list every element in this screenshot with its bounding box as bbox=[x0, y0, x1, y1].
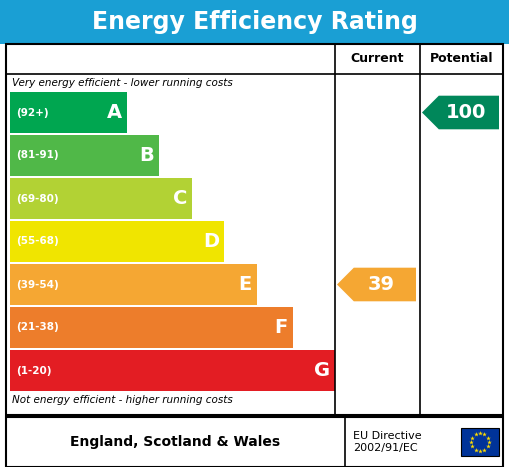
Bar bbox=[6, 44, 503, 415]
Text: Potential: Potential bbox=[430, 52, 493, 65]
Text: C: C bbox=[173, 189, 187, 208]
Text: E: E bbox=[239, 275, 252, 294]
Text: G: G bbox=[314, 361, 330, 380]
Bar bbox=[10, 307, 293, 348]
Text: EU Directive
2002/91/EC: EU Directive 2002/91/EC bbox=[353, 431, 421, 453]
Text: (39-54): (39-54) bbox=[16, 280, 59, 290]
Bar bbox=[0, 0, 509, 44]
Bar bbox=[10, 92, 127, 133]
Text: (92+): (92+) bbox=[16, 107, 49, 118]
Bar bbox=[10, 221, 224, 262]
Bar bbox=[10, 135, 159, 176]
Text: D: D bbox=[204, 232, 219, 251]
Text: B: B bbox=[140, 146, 155, 165]
Bar bbox=[6, 417, 503, 467]
Bar bbox=[10, 264, 257, 305]
Text: (81-91): (81-91) bbox=[16, 150, 59, 161]
Text: A: A bbox=[107, 103, 122, 122]
Polygon shape bbox=[337, 268, 416, 301]
Text: 39: 39 bbox=[368, 275, 395, 294]
Text: England, Scotland & Wales: England, Scotland & Wales bbox=[70, 435, 280, 449]
Bar bbox=[461, 428, 499, 456]
Text: (69-80): (69-80) bbox=[16, 193, 59, 204]
Text: (21-38): (21-38) bbox=[16, 323, 59, 333]
Text: (1-20): (1-20) bbox=[16, 366, 51, 375]
Polygon shape bbox=[422, 96, 499, 129]
Text: F: F bbox=[274, 318, 288, 337]
Bar bbox=[10, 178, 192, 219]
Text: Not energy efficient - higher running costs: Not energy efficient - higher running co… bbox=[12, 395, 233, 405]
Text: Energy Efficiency Rating: Energy Efficiency Rating bbox=[92, 10, 417, 34]
Text: Very energy efficient - lower running costs: Very energy efficient - lower running co… bbox=[12, 78, 233, 88]
Text: (55-68): (55-68) bbox=[16, 236, 59, 247]
Text: 100: 100 bbox=[445, 103, 486, 122]
Bar bbox=[10, 350, 335, 391]
Text: Current: Current bbox=[351, 52, 404, 65]
